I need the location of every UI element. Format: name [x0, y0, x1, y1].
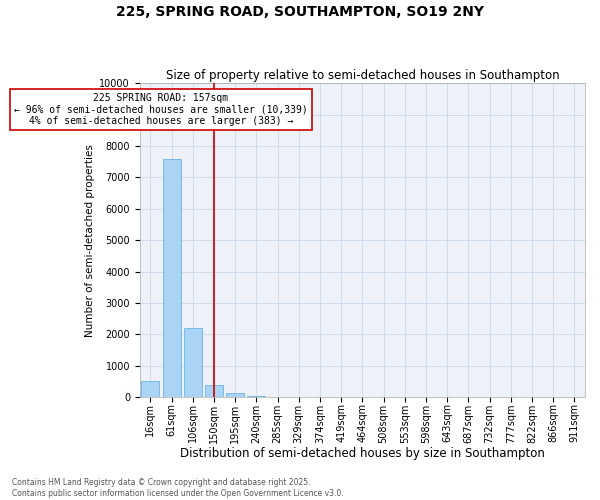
Bar: [163, 158, 181, 397]
Text: 225, SPRING ROAD, SOUTHAMPTON, SO19 2NY: 225, SPRING ROAD, SOUTHAMPTON, SO19 2NY: [116, 5, 484, 19]
Text: 225 SPRING ROAD: 157sqm
← 96% of semi-detached houses are smaller (10,339)
4% of: 225 SPRING ROAD: 157sqm ← 96% of semi-de…: [14, 92, 308, 126]
Bar: [205, 385, 223, 397]
Y-axis label: Number of semi-detached properties: Number of semi-detached properties: [85, 144, 95, 336]
Bar: [247, 396, 265, 397]
Bar: [226, 394, 244, 397]
Title: Size of property relative to semi-detached houses in Southampton: Size of property relative to semi-detach…: [166, 69, 559, 82]
X-axis label: Distribution of semi-detached houses by size in Southampton: Distribution of semi-detached houses by …: [180, 447, 545, 460]
Text: Contains HM Land Registry data © Crown copyright and database right 2025.
Contai: Contains HM Land Registry data © Crown c…: [12, 478, 344, 498]
Bar: [142, 382, 160, 397]
Bar: [184, 328, 202, 397]
